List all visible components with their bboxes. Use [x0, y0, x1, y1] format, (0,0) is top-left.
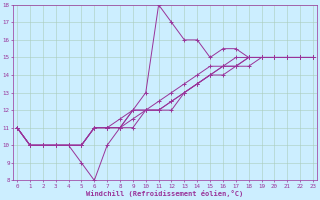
- X-axis label: Windchill (Refroidissement éolien,°C): Windchill (Refroidissement éolien,°C): [86, 190, 244, 197]
